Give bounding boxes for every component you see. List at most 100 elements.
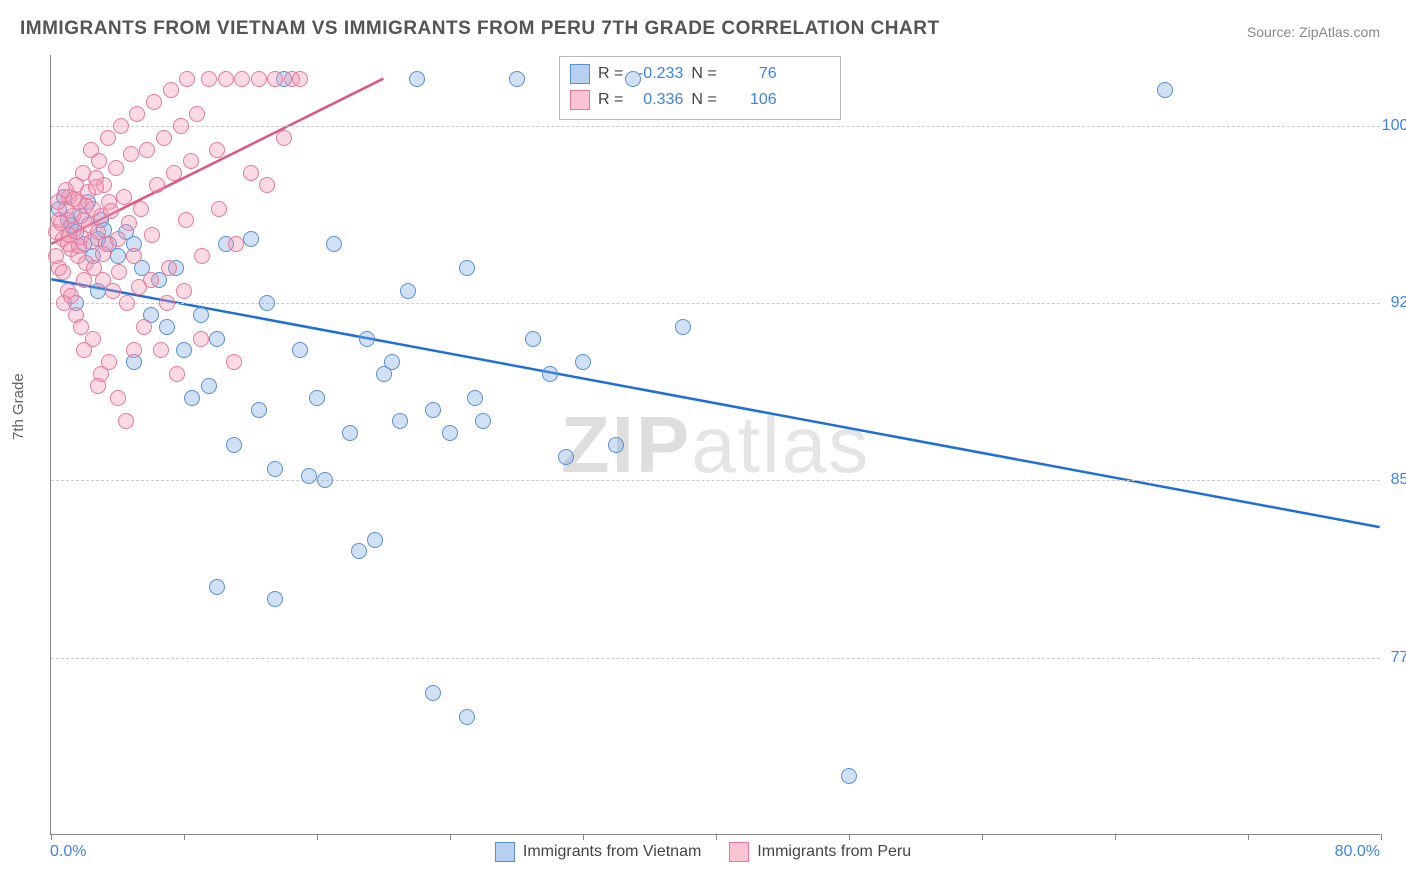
stats-legend-box: R = -0.233 N = 76 R = 0.336 N = 106 <box>559 56 841 120</box>
point-vietnam <box>326 236 342 252</box>
point-vietnam <box>608 437 624 453</box>
stat-n-label: N = <box>691 65 716 83</box>
point-peru <box>176 283 192 299</box>
point-vietnam <box>110 248 126 264</box>
point-peru <box>126 248 142 264</box>
point-vietnam <box>1157 82 1173 98</box>
y-axis-label: 7th Grade <box>10 373 27 440</box>
legend-item-peru: Immigrants from Peru <box>729 842 911 862</box>
point-peru <box>113 118 129 134</box>
point-peru <box>259 177 275 193</box>
point-peru <box>90 378 106 394</box>
point-peru <box>123 146 139 162</box>
point-vietnam <box>176 342 192 358</box>
point-peru <box>178 212 194 228</box>
legend-label-vietnam: Immigrants from Vietnam <box>523 843 701 861</box>
point-peru <box>179 71 195 87</box>
point-peru <box>108 160 124 176</box>
point-peru <box>267 71 283 87</box>
point-vietnam <box>558 449 574 465</box>
gridline-y <box>51 658 1380 659</box>
source-attribution: Source: ZipAtlas.com <box>1247 24 1380 40</box>
point-peru <box>159 295 175 311</box>
point-vietnam <box>359 331 375 347</box>
stat-r-value-peru: 0.336 <box>631 91 683 109</box>
swatch-blue <box>495 842 515 862</box>
point-peru <box>121 215 137 231</box>
point-vietnam <box>317 472 333 488</box>
point-vietnam <box>467 390 483 406</box>
point-vietnam <box>525 331 541 347</box>
point-peru <box>88 179 104 195</box>
y-tick-label: 77.5% <box>1391 649 1406 667</box>
chart-title: IMMIGRANTS FROM VIETNAM VS IMMIGRANTS FR… <box>20 18 940 40</box>
point-peru <box>183 153 199 169</box>
point-vietnam <box>301 468 317 484</box>
bottom-legend: Immigrants from Vietnam Immigrants from … <box>0 842 1406 862</box>
point-peru <box>110 231 126 247</box>
point-vietnam <box>351 543 367 559</box>
point-peru <box>100 130 116 146</box>
point-vietnam <box>384 354 400 370</box>
point-vietnam <box>841 768 857 784</box>
point-peru <box>131 279 147 295</box>
point-vietnam <box>442 425 458 441</box>
chart-container: IMMIGRANTS FROM VIETNAM VS IMMIGRANTS FR… <box>0 0 1406 892</box>
swatch-pink <box>570 90 590 110</box>
point-vietnam <box>226 437 242 453</box>
y-tick-label: 92.5% <box>1391 294 1406 312</box>
point-peru <box>226 354 242 370</box>
point-peru <box>78 198 94 214</box>
point-peru <box>228 236 244 252</box>
point-peru <box>101 354 117 370</box>
stat-n-value-vietnam: 76 <box>725 65 777 83</box>
y-tick-label: 100.0% <box>1382 117 1406 135</box>
swatch-pink <box>729 842 749 862</box>
point-vietnam <box>542 366 558 382</box>
point-vietnam <box>509 71 525 87</box>
point-peru <box>243 165 259 181</box>
point-peru <box>129 106 145 122</box>
point-vietnam <box>267 591 283 607</box>
point-peru <box>95 246 111 262</box>
point-peru <box>292 71 308 87</box>
point-peru <box>166 165 182 181</box>
point-vietnam <box>459 260 475 276</box>
point-peru <box>234 71 250 87</box>
point-peru <box>211 201 227 217</box>
gridline-y <box>51 480 1380 481</box>
point-vietnam <box>292 342 308 358</box>
point-vietnam <box>209 579 225 595</box>
point-peru <box>105 283 121 299</box>
point-peru <box>218 71 234 87</box>
x-tick <box>849 834 850 840</box>
point-vietnam <box>409 71 425 87</box>
point-vietnam <box>459 709 475 725</box>
x-tick <box>317 834 318 840</box>
point-vietnam <box>309 390 325 406</box>
point-vietnam <box>201 378 217 394</box>
point-vietnam <box>259 295 275 311</box>
stat-n-label: N = <box>691 91 716 109</box>
point-peru <box>189 106 205 122</box>
stat-r-label: R = <box>598 91 623 109</box>
point-peru <box>63 288 79 304</box>
stat-r-label: R = <box>598 65 623 83</box>
point-peru <box>156 130 172 146</box>
point-vietnam <box>675 319 691 335</box>
point-peru <box>139 142 155 158</box>
x-tick <box>184 834 185 840</box>
point-peru <box>116 189 132 205</box>
point-peru <box>133 201 149 217</box>
point-vietnam <box>209 331 225 347</box>
point-peru <box>146 94 162 110</box>
point-peru <box>76 272 92 288</box>
stat-n-value-peru: 106 <box>725 91 777 109</box>
x-tick <box>450 834 451 840</box>
point-vietnam <box>425 402 441 418</box>
point-peru <box>111 264 127 280</box>
y-tick-label: 85.0% <box>1391 471 1406 489</box>
x-tick <box>51 834 52 840</box>
x-tick <box>1381 834 1382 840</box>
gridline-y <box>51 303 1380 304</box>
